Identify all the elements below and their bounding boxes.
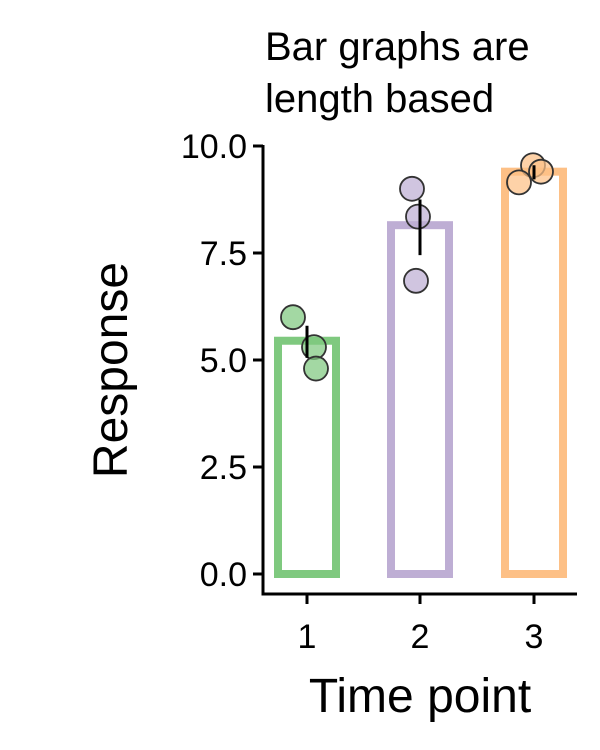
chart-title-line-1: Bar graphs are — [265, 25, 530, 69]
x-axis-title: Time point — [309, 670, 531, 723]
x-tick-label: 3 — [525, 618, 544, 656]
data-point — [506, 169, 532, 196]
chart-title-line-2: length based — [265, 77, 494, 121]
y-tick-label: 10.0 — [181, 128, 247, 166]
y-tick-label: 2.5 — [200, 449, 247, 487]
y-tick-label: 0.0 — [200, 556, 247, 594]
x-ticks: 1 2 3 — [298, 594, 544, 656]
data-point — [403, 267, 429, 294]
x-tick-label: 2 — [411, 618, 430, 656]
y-tick-label: 7.5 — [200, 235, 247, 273]
points-layer — [280, 152, 554, 382]
data-point — [303, 355, 329, 382]
x-tick-label: 1 — [298, 618, 317, 656]
y-axis-title: Response — [85, 262, 138, 478]
y-tick-label: 5.0 — [200, 342, 247, 380]
data-point — [399, 175, 425, 202]
data-point — [280, 304, 306, 331]
bar-3 — [501, 167, 567, 578]
data-point — [405, 203, 431, 230]
y-ticks: 0.0 2.5 5.0 7.5 10.0 — [181, 128, 263, 594]
error-bars-layer — [305, 165, 536, 358]
